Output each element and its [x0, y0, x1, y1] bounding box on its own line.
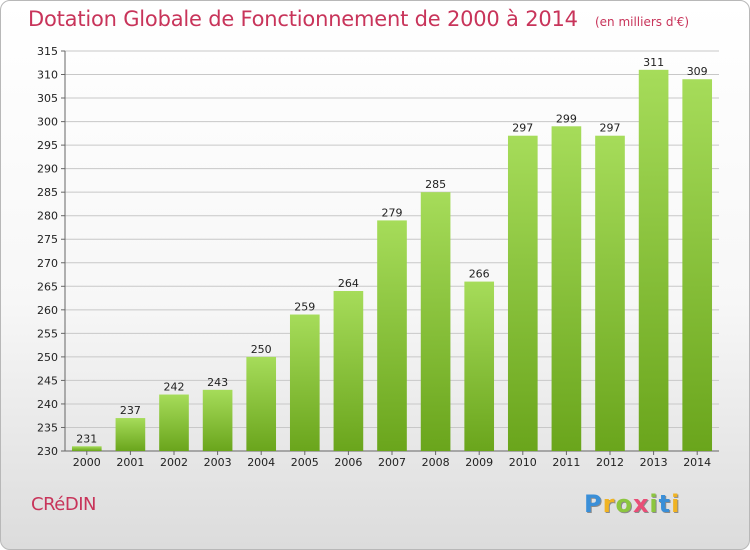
y-tick-label: 250: [37, 351, 58, 364]
bar: [289, 314, 320, 451]
x-tick-label: 2000: [73, 456, 101, 469]
x-tick-label: 2003: [204, 456, 232, 469]
bar: [333, 291, 364, 451]
x-tick-label: 2001: [116, 456, 144, 469]
bar: [246, 356, 277, 451]
y-tick-label: 295: [37, 139, 58, 152]
y-tick-label: 315: [37, 45, 58, 58]
logo-letter: r: [602, 490, 616, 518]
commune-name: CRéDIN: [31, 494, 96, 515]
bar-value-label: 297: [512, 122, 533, 135]
bar: [159, 394, 189, 451]
x-tick-label: 2013: [640, 456, 668, 469]
bar: [420, 192, 451, 452]
bar: [682, 79, 713, 451]
logo-letter: t: [658, 490, 672, 518]
bar-value-label: 279: [382, 206, 403, 219]
bar-value-label: 309: [687, 65, 708, 78]
bar: [115, 418, 146, 451]
bar-value-label: 237: [120, 404, 141, 417]
x-tick-label: 2002: [160, 456, 188, 469]
y-tick-label: 230: [37, 445, 58, 458]
chart-title: Dotation Globale de Fonctionnement de 20…: [28, 7, 578, 31]
logo-letter: i: [649, 490, 659, 518]
x-tick-label: 2005: [291, 456, 319, 469]
label-layer: 231 237 242 243 250 259 264 279 285 266 297 299 297 3…: [76, 56, 707, 445]
y-tick-label: 265: [37, 280, 58, 293]
bar-value-label: 264: [338, 277, 359, 290]
x-tick-label: 2006: [334, 456, 362, 469]
y-tick-label: 255: [37, 327, 58, 340]
title-row: Dotation Globale de Fonctionnement de 20…: [28, 7, 689, 31]
bar-value-label: 259: [294, 301, 315, 314]
bar: [202, 389, 233, 451]
y-tick-label: 260: [37, 304, 58, 317]
y-tick-label: 280: [37, 210, 58, 223]
logo-letter: P: [584, 490, 603, 518]
bar: [595, 135, 625, 452]
bar-value-label: 299: [556, 112, 577, 125]
bar: [71, 446, 102, 451]
bar-value-label: 242: [164, 381, 185, 394]
x-tick-label: 2010: [509, 456, 537, 469]
y-tick-label: 275: [37, 233, 58, 246]
bar: [377, 220, 407, 451]
y-tick-label: 285: [37, 186, 58, 199]
y-tick-label: 270: [37, 257, 58, 270]
x-tick-label: 2009: [465, 456, 493, 469]
y-tick-label: 305: [37, 92, 58, 105]
bar: [464, 281, 495, 451]
chart-subtitle: (en milliers d'€): [594, 15, 690, 29]
bar-layer: [71, 69, 713, 452]
y-tick-label: 240: [37, 398, 58, 411]
x-tick-label: 2007: [378, 456, 406, 469]
bar-value-label: 250: [251, 343, 272, 356]
bar: [638, 69, 669, 451]
y-tick-label: 300: [37, 116, 58, 129]
bar-value-label: 297: [600, 122, 621, 135]
bar: [507, 135, 538, 452]
bar-value-label: 266: [469, 268, 490, 281]
bar-value-label: 243: [207, 376, 228, 389]
x-tick-label: 2012: [596, 456, 624, 469]
x-tick-label: 2014: [683, 456, 711, 469]
logo-letter: o: [615, 490, 633, 518]
x-tick-label: 2008: [422, 456, 450, 469]
y-tick-label: 310: [37, 69, 58, 82]
y-tick-label: 235: [37, 421, 58, 434]
x-tick-label: 2004: [247, 456, 275, 469]
logo-letter: i: [671, 490, 681, 518]
x-tick-label: 2011: [552, 456, 580, 469]
proxiti-logo: Proxiti: [584, 490, 680, 518]
y-tick-label: 290: [37, 163, 58, 176]
logo-letter: x: [632, 490, 650, 518]
bar-value-label: 285: [425, 178, 446, 191]
bar: [551, 126, 582, 451]
y-tick-label: 245: [37, 374, 58, 387]
bar-value-label: 311: [643, 56, 664, 69]
bar-value-label: 231: [76, 432, 97, 445]
